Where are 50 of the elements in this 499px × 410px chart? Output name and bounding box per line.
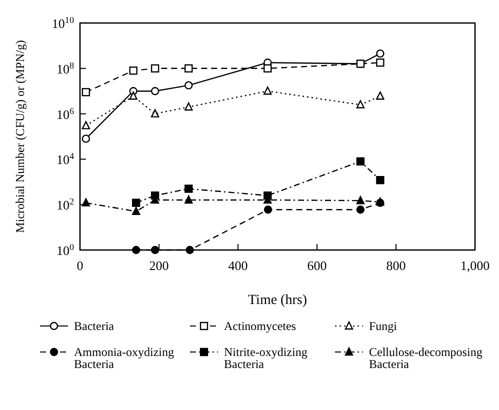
legend-label: Cellulose-decomposing Bacteria — [369, 345, 482, 371]
y-tick-label: 10$^{0}$ — [56, 242, 74, 258]
point — [376, 176, 384, 184]
point — [356, 157, 365, 166]
point — [150, 64, 160, 72]
legend-label: Bacteria — [74, 319, 115, 333]
y-tick-label: 10$^{6}$ — [56, 106, 74, 122]
point — [132, 206, 140, 216]
legend-label: Nitrite-oxydizing Bacteria — [224, 345, 308, 371]
point — [264, 64, 272, 72]
point — [150, 246, 160, 254]
point — [132, 198, 140, 207]
y-axis-title: Microbial Number (CFU/g) or (MPN/g) — [13, 40, 27, 233]
y-tick-label: 10$^{10}$ — [52, 15, 74, 31]
point — [184, 102, 193, 111]
point — [356, 206, 365, 214]
point — [129, 92, 138, 100]
legend-label: Fungi — [369, 319, 398, 333]
point — [356, 196, 365, 204]
point — [376, 58, 384, 67]
point — [264, 206, 272, 214]
point — [150, 87, 160, 96]
y-tick-label: 10$^{4}$ — [56, 151, 74, 168]
point — [356, 100, 365, 108]
legend-label: Actinomycetes — [224, 319, 296, 333]
point — [132, 246, 140, 254]
legend-label: Ammonia-oxydizing Bacteria — [74, 345, 174, 371]
point — [129, 66, 138, 75]
x-tick-label: 400 — [228, 258, 248, 273]
point — [376, 49, 384, 58]
x-tick-label: 200 — [149, 258, 169, 273]
point — [184, 184, 193, 193]
point — [184, 81, 193, 90]
point — [82, 121, 90, 130]
x-tick-label: 600 — [307, 258, 327, 273]
point — [264, 86, 272, 95]
point — [82, 134, 90, 143]
point — [186, 246, 194, 254]
x-tick-label: 0 — [76, 258, 84, 273]
point — [82, 198, 90, 206]
point — [82, 88, 90, 96]
y-tick-label: 10$^{2}$ — [56, 196, 74, 213]
point — [184, 195, 193, 204]
point — [150, 109, 160, 118]
point — [184, 64, 193, 72]
x-axis-title: Time (hrs) — [248, 293, 308, 308]
x-tick-label: 1,000 — [460, 258, 490, 273]
y-tick-label: 10$^{8}$ — [56, 60, 74, 76]
x-tick-label: 800 — [386, 258, 406, 273]
point — [376, 92, 384, 100]
